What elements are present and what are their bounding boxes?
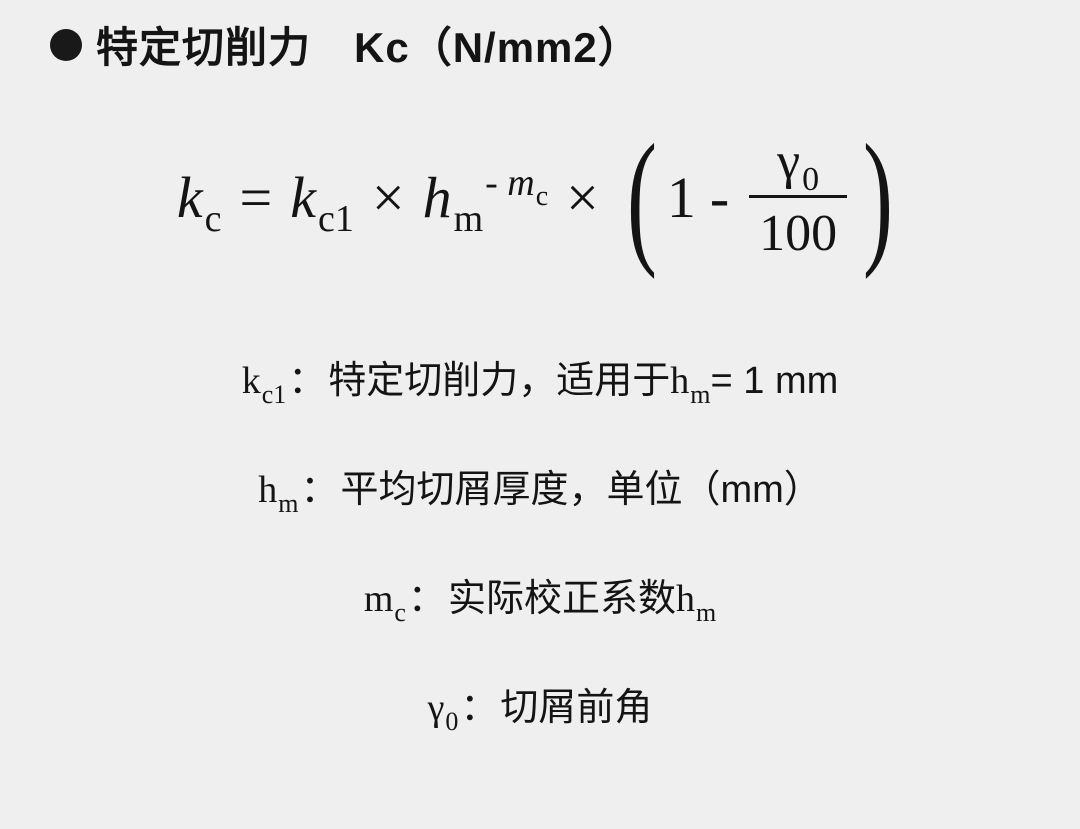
- term-sub: m: [278, 489, 298, 518]
- formula-lhs: k c: [177, 164, 222, 231]
- bullet-icon: [50, 29, 82, 61]
- formula-kc1: k c1: [290, 164, 354, 231]
- definition-text: 平均切屑厚度，单位（mm）: [340, 458, 821, 513]
- term-sub: 0: [445, 707, 458, 736]
- colon: ：: [408, 567, 446, 622]
- fraction-numerator: γ 0: [763, 132, 833, 195]
- one-literal: 1: [667, 164, 696, 231]
- term-sub: c1: [262, 380, 287, 409]
- definition-line: hm：平均切屑厚度，单位（mm）: [258, 458, 822, 513]
- paren-inner: 1 - γ 0 100: [667, 132, 853, 263]
- gamma-sym: γ: [777, 132, 800, 191]
- exp-mc: m c: [507, 161, 548, 205]
- lhs-sub: c: [205, 197, 222, 241]
- exp-base: m: [507, 161, 534, 205]
- kc1-sub: c1: [318, 197, 354, 241]
- inline-variable: hm: [670, 359, 710, 403]
- colon: ：: [288, 349, 326, 404]
- main-formula: k c = k c1 × h m - m c × ( 1 -: [40, 107, 1040, 287]
- term-base: m: [364, 578, 394, 620]
- definition-term: mc: [364, 577, 406, 621]
- heading-text: 特定切削力 Kc（N/mm2）: [96, 14, 641, 75]
- hm-base: h: [423, 164, 452, 231]
- times-op-1: ×: [372, 164, 405, 231]
- inline-var-sub: m: [696, 598, 716, 627]
- definition-term: hm: [258, 468, 298, 512]
- term-sub: c: [394, 598, 406, 627]
- colon: ：: [300, 458, 338, 513]
- left-paren-icon: (: [627, 122, 657, 272]
- minus-op: -: [710, 164, 729, 231]
- term-base: γ: [428, 687, 445, 729]
- definition-line: mc：实际校正系数hm: [364, 567, 716, 622]
- document-canvas: 特定切削力 Kc（N/mm2） k c = k c1 × h m - m c ×: [0, 0, 1080, 829]
- section-heading: 特定切削力 Kc（N/mm2）: [50, 14, 1040, 75]
- exp-sub: c: [536, 181, 548, 213]
- right-paren-icon: ): [863, 122, 893, 272]
- definition-line: γ0：切屑前角: [428, 676, 653, 731]
- gamma-sub: 0: [802, 161, 819, 199]
- definition-text: 切屑前角: [500, 676, 652, 731]
- fraction: γ 0 100: [749, 132, 847, 263]
- inline-variable: hm: [676, 577, 716, 621]
- term-base: k: [242, 360, 261, 402]
- definition-term: kc1: [242, 359, 287, 403]
- definition-text: = 1 mm: [711, 360, 839, 403]
- kc1-base: k: [290, 164, 316, 231]
- fraction-denominator: 100: [749, 198, 847, 263]
- inline-var-base: h: [676, 578, 695, 620]
- paren-group: ( 1 - γ 0 100 ): [617, 122, 903, 272]
- definition-term: γ0: [428, 686, 459, 730]
- hm-sub: m: [454, 197, 484, 241]
- equals-op: =: [240, 164, 273, 231]
- definition-text: 特定切削力，适用于: [328, 349, 670, 404]
- colon: ：: [460, 676, 498, 731]
- lhs-base: k: [177, 164, 203, 231]
- hm-exponent: - m c: [485, 161, 548, 205]
- definition-text: 实际校正系数: [448, 567, 676, 622]
- inline-var-base: h: [670, 360, 689, 402]
- term-base: h: [258, 469, 277, 511]
- times-op-2: ×: [566, 164, 599, 231]
- definition-list: kc1：特定切削力，适用于hm= 1 mmhm：平均切屑厚度，单位（mm）mc：…: [40, 349, 1040, 731]
- definition-line: kc1：特定切削力，适用于hm= 1 mm: [242, 349, 839, 404]
- exp-neg: -: [485, 162, 498, 204]
- inline-var-sub: m: [690, 380, 710, 409]
- formula-hm-pow: h m - m c: [423, 164, 549, 231]
